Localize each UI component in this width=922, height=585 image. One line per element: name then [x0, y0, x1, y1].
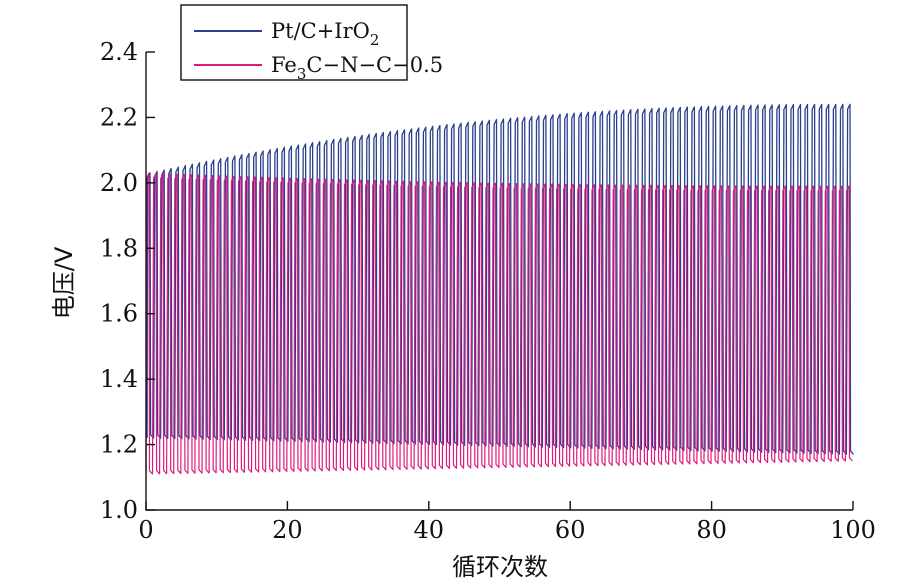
- y-tick-label: 1.0: [100, 496, 138, 524]
- legend-label-fe3c-n-c: Fe3C−N−C−0.5: [271, 53, 443, 83]
- x-tick-label: 60: [555, 516, 586, 544]
- x-tick-label: 80: [696, 516, 727, 544]
- x-tick-label: 40: [414, 516, 445, 544]
- y-tick-label: 2.4: [100, 38, 138, 66]
- y-tick-label: 1.6: [100, 300, 138, 328]
- series-line-fe3c-n-c: [145, 172, 853, 475]
- axes-layer: 0 20 40 60 80 100 1.0 1.2 1.4 1.6 1.8 2.0 2.2 2.4: [100, 38, 876, 544]
- x-axis-title: 循环次数: [452, 553, 548, 581]
- y-tick-label: 1.4: [100, 365, 138, 393]
- y-tick-label: 1.2: [100, 431, 138, 459]
- series-layer: [145, 103, 854, 475]
- series-line-pt-c-iro2: [146, 103, 854, 455]
- y-tick-label: 2.0: [100, 169, 138, 197]
- x-tick-label: 0: [138, 516, 153, 544]
- x-tick-label: 100: [830, 516, 876, 544]
- y-axis-title: 电压/V: [50, 246, 78, 319]
- y-tick-label: 1.8: [100, 234, 138, 262]
- legend-label-pt-c-iro2: Pt/C+IrO2: [271, 19, 379, 49]
- y-tick-label: 2.2: [100, 103, 138, 131]
- legend: Pt/C+IrO2 Fe3C−N−C−0.5: [180, 4, 443, 83]
- legend-box: [180, 4, 408, 81]
- x-tick-label: 20: [272, 516, 303, 544]
